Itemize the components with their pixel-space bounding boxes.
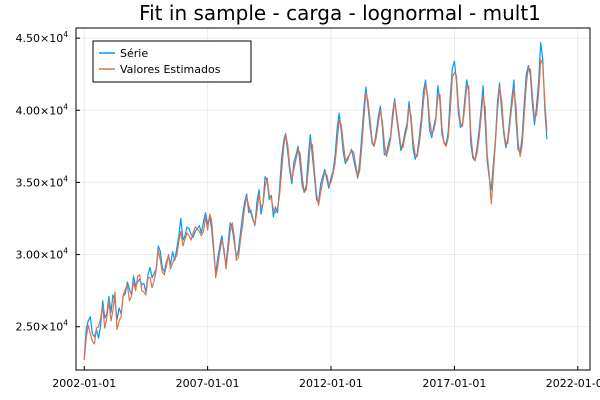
y-tick-mantissa: 3.00×10 bbox=[16, 249, 64, 262]
x-tick-label: 2007-01-01 bbox=[176, 377, 240, 390]
y-tick-label: 3.00×104 bbox=[16, 247, 69, 262]
x-axis: 2002-01-01 2007-01-01 2012-01-01 2017-01-01… bbox=[52, 366, 600, 390]
x-tick-label: 2017-01-01 bbox=[422, 377, 486, 390]
chart-title: Fit in sample - carga - lognormal - mult… bbox=[139, 1, 541, 25]
y-tick-mantissa: 4.50×10 bbox=[16, 32, 64, 45]
legend-label: Série bbox=[120, 47, 148, 60]
y-tick-label: 2.50×104 bbox=[16, 319, 69, 334]
y-tick-label: 4.00×104 bbox=[16, 102, 69, 117]
legend-label: Valores Estimados bbox=[120, 63, 221, 76]
legend: Série Valores Estimados bbox=[92, 40, 252, 83]
series-line-valores-estimados bbox=[83, 59, 548, 360]
x-tick-label: 2002-01-01 bbox=[52, 377, 116, 390]
grid bbox=[76, 28, 590, 370]
series-layer bbox=[83, 41, 548, 360]
x-tick-label: 2012-01-01 bbox=[299, 377, 363, 390]
y-tick-exponent: 4 bbox=[63, 319, 68, 328]
y-tick-mantissa: 2.50×10 bbox=[16, 321, 64, 334]
y-tick-exponent: 4 bbox=[63, 247, 68, 256]
y-tick-label: 4.50×104 bbox=[16, 30, 69, 45]
plot-frame bbox=[75, 27, 591, 371]
y-tick-exponent: 4 bbox=[63, 30, 68, 39]
y-tick-mantissa: 3.50×10 bbox=[16, 176, 64, 189]
legend-box bbox=[92, 40, 252, 83]
x-tick-label: 2022-01-01 bbox=[546, 377, 600, 390]
series-line-serie bbox=[83, 41, 548, 359]
y-tick-mantissa: 4.00×10 bbox=[16, 104, 64, 117]
y-tick-exponent: 4 bbox=[63, 102, 68, 111]
y-tick-exponent: 4 bbox=[63, 174, 68, 183]
y-tick-label: 3.50×104 bbox=[16, 174, 69, 189]
